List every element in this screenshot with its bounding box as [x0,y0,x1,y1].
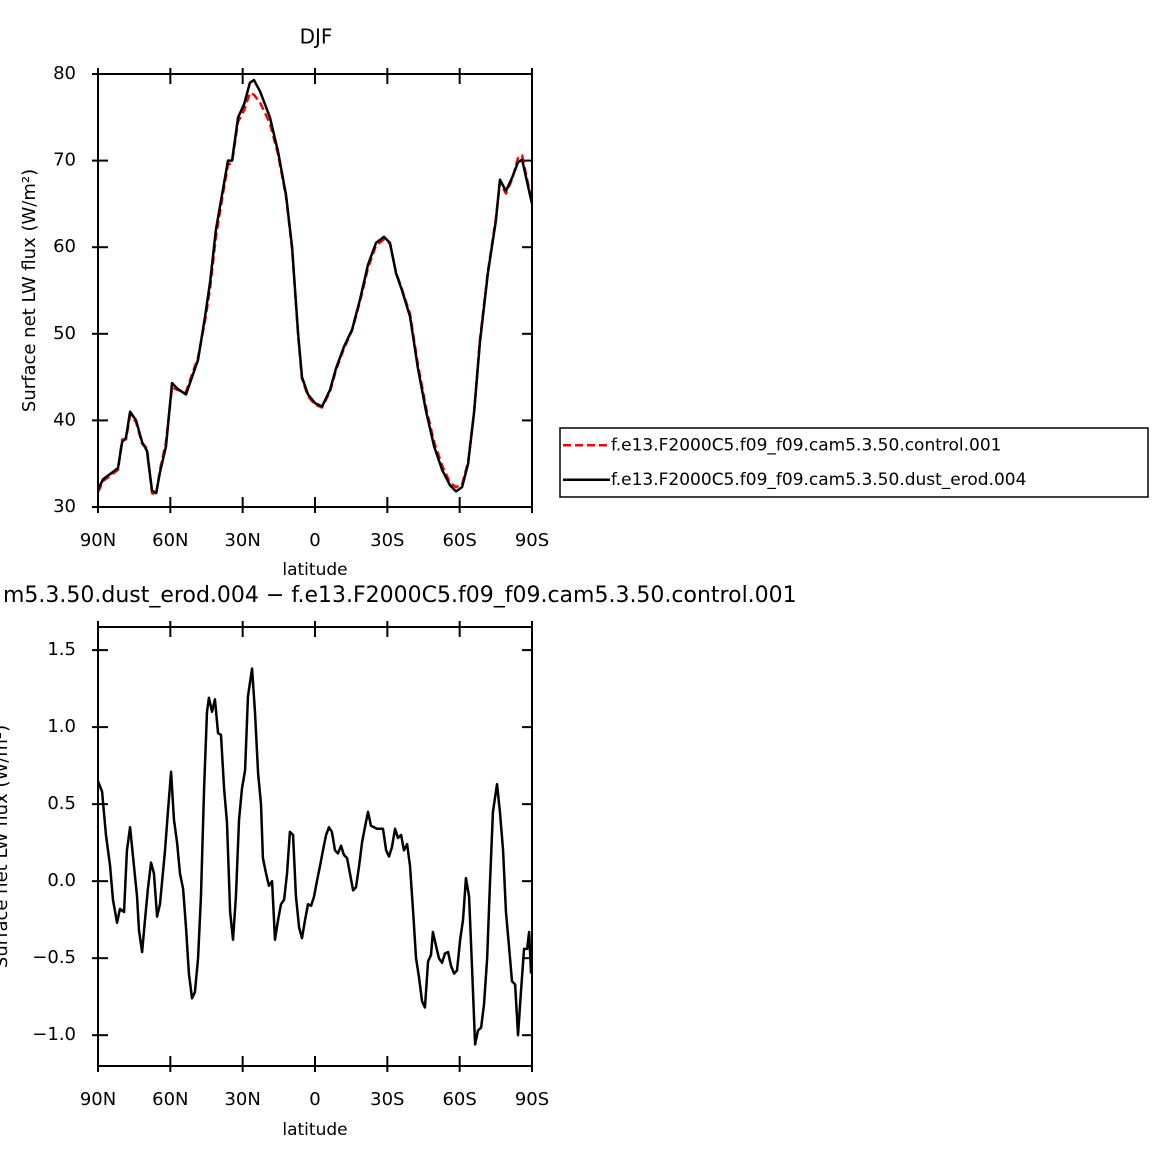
plot-frame [97,626,533,1067]
x-tick-label: 30S [370,1089,404,1110]
legend-box [559,427,1149,498]
y-axis-label: Surface net LW flux (W/m²) [19,169,40,412]
y-tick-label: −0.5 [32,947,76,968]
y-tick-label: 0.0 [47,870,76,891]
y-tick-label: 80 [53,63,76,84]
data-line [98,667,532,1046]
plot-frame [97,73,533,508]
y-tick-label: 1.0 [47,716,76,737]
data-line [98,91,532,497]
x-tick-label: 90N [80,1089,116,1110]
y-tick-label: 60 [53,236,76,257]
x-tick-label: 30S [370,530,404,551]
y-tick-label: 1.5 [47,639,76,660]
x-axis-label: latitude [282,560,347,580]
y-tick-label: −1.0 [32,1024,76,1045]
x-tick-label: 90S [515,1089,549,1110]
x-tick-label: 0 [309,1089,320,1110]
x-tick-label: 90N [80,530,116,551]
data-line [98,78,532,495]
y-axis-label: Surface net LW flux (W/m²) [0,725,12,968]
x-tick-label: 60S [442,530,476,551]
chart-title: DJF [300,25,333,49]
y-tick-label: 0.5 [47,793,76,814]
legend-label: f.e13.F2000C5.f09_f09.cam5.3.50.control.… [611,435,1002,455]
x-tick-label: 60S [442,1089,476,1110]
chart-title: m5.3.50.dust_erod.004 − f.e13.F2000C5.f0… [3,583,797,608]
x-tick-label: 60N [152,1089,188,1110]
x-tick-label: 30N [224,530,260,551]
x-axis-label: latitude [282,1120,347,1140]
y-tick-label: 30 [53,496,76,517]
x-tick-label: 60N [152,530,188,551]
y-tick-label: 50 [53,323,76,344]
x-tick-label: 30N [224,1089,260,1110]
y-tick-label: 40 [53,409,76,430]
x-tick-label: 90S [515,530,549,551]
legend-label: f.e13.F2000C5.f09_f09.cam5.3.50.dust_ero… [611,470,1026,490]
y-tick-label: 70 [53,150,76,171]
x-tick-label: 0 [309,530,320,551]
